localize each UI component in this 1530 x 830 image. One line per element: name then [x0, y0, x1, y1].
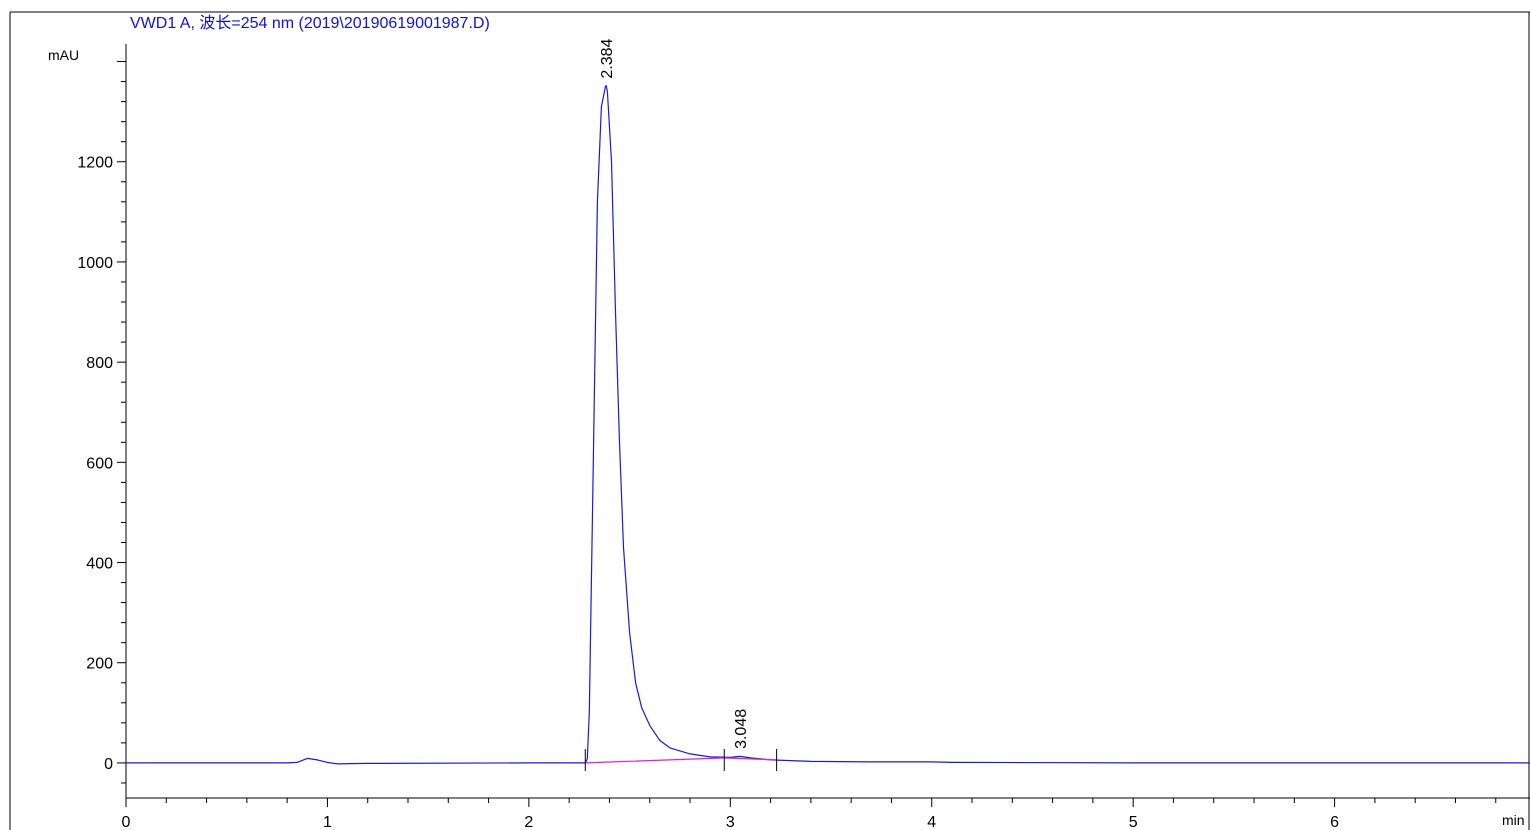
integration-baseline — [585, 757, 777, 764]
y-axis-unit: mAU — [48, 47, 79, 63]
y-tick-label: 800 — [86, 355, 113, 372]
y-tick-label: 400 — [86, 556, 113, 573]
x-tick-label: 5 — [1129, 814, 1138, 830]
peak-rt-label: 2.384 — [599, 38, 616, 78]
x-axis-unit: min — [1502, 812, 1525, 828]
x-tick-label: 2 — [524, 814, 533, 830]
x-tick-label: 6 — [1330, 814, 1339, 830]
y-tick-label: 1000 — [77, 255, 113, 272]
y-tick-label: 600 — [86, 455, 113, 472]
x-tick-label: 1 — [323, 814, 332, 830]
x-tick-label: 0 — [122, 814, 131, 830]
peak-rt-label: 3.048 — [733, 709, 750, 749]
y-tick-label: 1200 — [77, 155, 113, 172]
trace-layer — [126, 84, 1530, 771]
y-tick-label: 0 — [104, 756, 113, 773]
peak-label-layer: 2.384 3.048 — [599, 38, 750, 748]
y-tick-label: 200 — [86, 656, 113, 673]
x-tick-label: 3 — [726, 814, 735, 830]
axis-ticks: 0 1 2 3 4 5 6 0 200 400 600 800 1000 1200 — [77, 61, 1497, 830]
x-tick-label: 4 — [927, 814, 936, 830]
chart-title: VWD1 A, 波长=254 nm (2019\20190619001987.D… — [130, 14, 490, 32]
signal-trace — [126, 84, 1530, 765]
